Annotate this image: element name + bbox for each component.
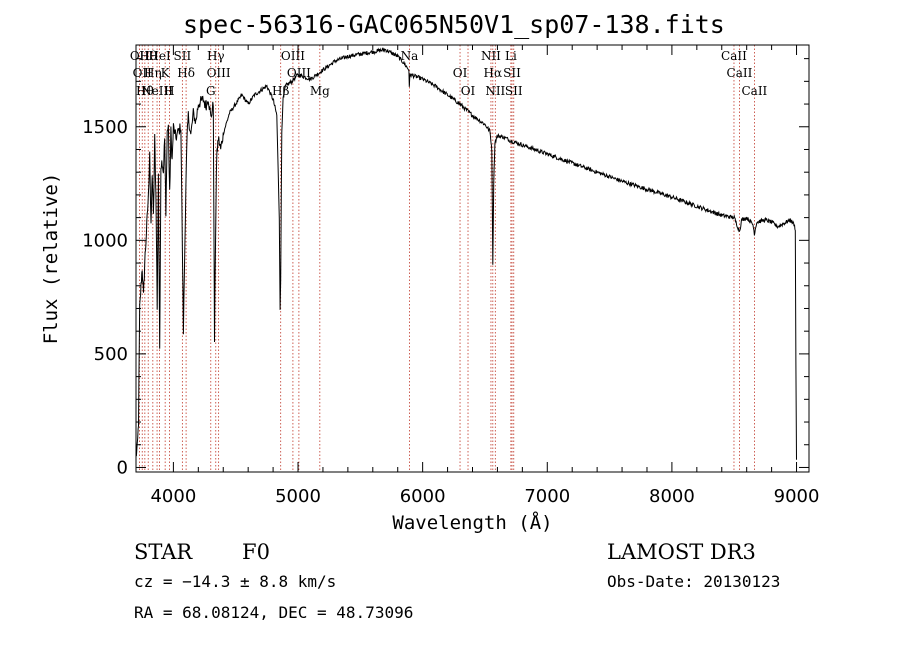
chart-title: spec-56316-GAC065N50V1_sp07-138.fits [183, 10, 725, 39]
y-tick-label: 1000 [82, 230, 128, 251]
line-marker-label: Li [505, 49, 517, 63]
line-marker-label: CaII [721, 49, 747, 63]
line-marker-label: NII [481, 49, 501, 63]
line-marker-label: OIII [287, 66, 311, 80]
line-marker-label: OIII [281, 49, 305, 63]
y-tick-label: 0 [117, 457, 128, 478]
line-marker-label: NeIII [141, 84, 173, 98]
line-marker-label: CaII [741, 84, 767, 98]
line-marker-label: OII [130, 49, 150, 63]
plot-frame [135, 44, 810, 473]
line-marker-label: SII [174, 49, 192, 63]
line-marker-label: OII [133, 66, 153, 80]
line-marker-label: CaII [727, 66, 753, 80]
x-tick-label: 6000 [400, 486, 446, 507]
line-marker-label: SII [503, 66, 521, 80]
x-tick-label: 4000 [150, 486, 196, 507]
line-marker-label: Hδ [177, 66, 195, 80]
spectral-subclass: F0 [242, 540, 270, 564]
redshift-readout: cz = −14.3 ± 8.8 km/s [134, 572, 337, 591]
y-tick-label: 500 [94, 344, 128, 365]
line-marker-label: Hα [484, 66, 503, 80]
line-marker-label: SII [505, 84, 523, 98]
line-marker-label: NII [485, 84, 505, 98]
x-tick-label: 8000 [649, 486, 695, 507]
obs-date: Obs-Date: 20130123 [607, 572, 781, 591]
x-tick-label: 9000 [774, 486, 820, 507]
line-marker-label: Hγ [207, 49, 225, 63]
x-tick-label: 5000 [275, 486, 321, 507]
line-marker-label: Mg [310, 84, 330, 98]
line-marker-label: H [164, 84, 174, 98]
line-marker-label: Na [401, 49, 419, 63]
y-tick-label: 1500 [82, 117, 128, 138]
line-marker-label: OI [461, 84, 476, 98]
line-marker-label: Hθ [136, 84, 154, 98]
survey-name: LAMOST DR3 [607, 540, 756, 564]
spectrum-line [135, 47, 797, 460]
x-tick-label: 7000 [524, 486, 570, 507]
line-marker-label: Hη [144, 66, 162, 80]
object-class: STAR [134, 540, 193, 564]
y-axis-label: Flux (relative) [40, 173, 62, 345]
line-marker-label: OI [453, 66, 468, 80]
coordinates: RA = 68.08124, DEC = 48.73096 [134, 603, 414, 622]
line-marker-label: Hθ [139, 49, 157, 63]
line-marker-label: G [206, 84, 216, 98]
line-marker-label: HeI [148, 49, 171, 63]
line-marker-label: K [161, 66, 171, 80]
line-marker-label: OIII [207, 66, 231, 80]
x-axis-label: Wavelength (Å) [392, 511, 552, 534]
line-marker-label: Hβ [272, 84, 289, 98]
